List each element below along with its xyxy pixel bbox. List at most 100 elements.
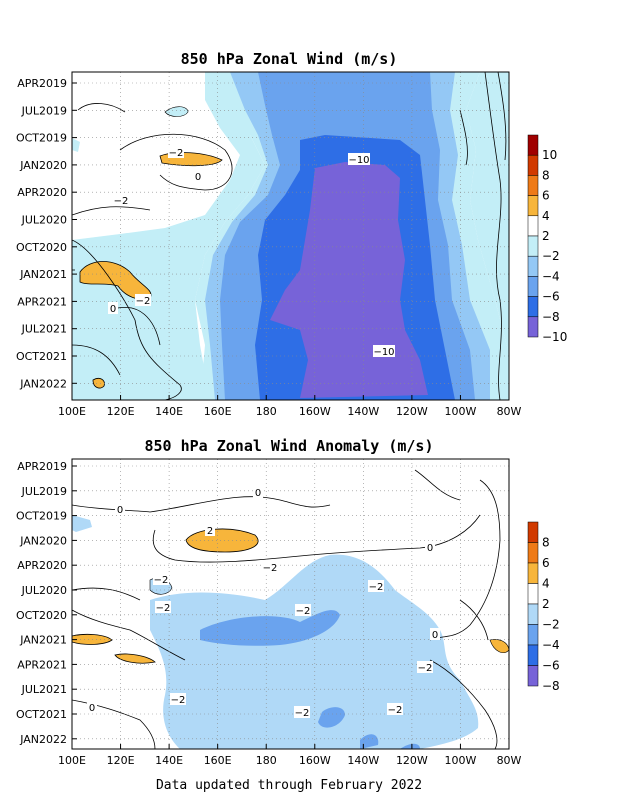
colorbar-swatch: [527, 542, 539, 564]
contour-label: −2: [156, 603, 171, 614]
chart1-band-minus2: [72, 72, 509, 400]
x-tick-label: 140W: [347, 405, 379, 418]
y-tick-label: JUL2021: [21, 323, 67, 336]
x-tick-label: 140E: [155, 754, 183, 767]
colorbar-swatch: [527, 296, 539, 318]
contour-label-bg: [135, 294, 151, 306]
contour-label-bg: [108, 302, 118, 314]
chart1-field: [72, 72, 509, 400]
chart1-band-minus10: [270, 162, 428, 398]
contour-label-bg: [373, 345, 395, 357]
chart1-frame: [71, 71, 510, 401]
contour-label: −2: [114, 196, 129, 207]
colorbar-swatch: [527, 235, 539, 257]
contour-label: 0: [117, 505, 123, 516]
x-tick-label: 120W: [396, 405, 428, 418]
x-tick-label: 180: [256, 754, 277, 767]
colorbar-label: 8: [542, 536, 550, 550]
contour-label: 0: [110, 304, 116, 315]
y-tick-label: JUL2021: [21, 683, 67, 696]
y-tick-label: APR2019: [17, 460, 67, 473]
x-tick-label: 100E: [58, 754, 86, 767]
contour-label: 0: [255, 488, 261, 499]
x-tick-label: 140W: [347, 754, 379, 767]
y-tick-label: APR2021: [17, 295, 67, 308]
chart1-title: 850 hPa Zonal Wind (m/s): [181, 50, 398, 68]
x-tick-label: 160W: [299, 405, 331, 418]
colorbar-swatch: [527, 154, 539, 176]
colorbar-swatch: [527, 255, 539, 277]
contour-label: −2: [296, 606, 311, 617]
contour-label-bg: [113, 194, 129, 206]
contour-label: 0: [89, 703, 95, 714]
y-tick-label: OCT2020: [16, 609, 67, 622]
x-tick-label: 160E: [204, 405, 232, 418]
contour-label-bg: [87, 701, 97, 713]
contour-label: −2: [369, 582, 384, 593]
chart1-grid: [72, 72, 509, 400]
colorbar-label: −2: [542, 618, 560, 632]
colorbar-label: 2: [542, 229, 550, 243]
y-tick-label: APR2020: [17, 559, 67, 572]
colorbar-label: 10: [542, 148, 557, 162]
contour-label-bg: [348, 153, 370, 165]
x-tick-label: 140E: [155, 405, 183, 418]
contour-label: −2: [171, 695, 186, 706]
chart1-pos-patch: [92, 378, 105, 389]
y-tick-label: OCT2021: [16, 708, 67, 721]
colorbar-swatch: [527, 215, 539, 237]
colorbar-label: 8: [542, 168, 550, 182]
y-tick-label: OCT2020: [16, 241, 67, 254]
contour-label-bg: [425, 541, 435, 553]
contour-label-bg: [170, 693, 186, 705]
colorbar-label: −6: [542, 290, 560, 304]
contour-label: −2: [154, 575, 169, 586]
contour-label: 2: [207, 526, 213, 537]
colorbar-label: −8: [542, 679, 560, 693]
chart1-yticks: APR2019 JUL2019 OCT2019 JAN2020 APR2020 JUL20…: [16, 77, 77, 390]
colorbar-label: 4: [542, 209, 550, 223]
colorbar-swatch: [527, 316, 539, 338]
chart1-colorbar: 10 8 6 4 2 −2 −4 −6 −8 −10: [527, 134, 567, 344]
x-tick-label: 100E: [58, 405, 86, 418]
contour-label: −2: [295, 708, 310, 719]
colorbar-swatch: [527, 644, 539, 666]
contour-label: −10: [373, 347, 394, 358]
chart1-contour-labels: −10 −10 −2 −2 −2 0 0: [108, 146, 395, 358]
colorbar-swatch: [527, 195, 539, 217]
colorbar-label: 6: [542, 556, 550, 570]
colorbar-label: 4: [542, 577, 550, 591]
colorbar-swatch: [527, 521, 539, 543]
colorbar-swatch: [527, 665, 539, 687]
colorbar-label: −4: [542, 638, 560, 652]
contour-label: −2: [263, 563, 278, 574]
y-tick-label: JAN2020: [19, 534, 67, 547]
y-tick-label: JUL2020: [21, 584, 67, 597]
contour-label-bg: [253, 486, 263, 498]
contour-label: −2: [136, 296, 151, 307]
x-tick-label: 160W: [299, 754, 331, 767]
contour-label: 0: [427, 543, 433, 554]
contour-label-bg: [155, 601, 171, 613]
x-tick-label: 160E: [204, 754, 232, 767]
colorbar-label: −8: [542, 310, 560, 324]
contour-label-bg: [387, 703, 403, 715]
y-tick-label: JAN2022: [19, 733, 67, 746]
contour-label: 0: [195, 172, 201, 183]
footer-note: Data updated through February 2022: [156, 778, 422, 793]
contour-label-bg: [168, 146, 184, 158]
colorbar-swatch: [527, 562, 539, 584]
x-tick-label: 100W: [445, 405, 477, 418]
chart2-contour-labels: 2 −2 −2 −2 −2 −2 −2 −2 −2 −2 0 0 0 0 0: [87, 486, 440, 719]
chart2-frame: [71, 458, 510, 750]
contour-label: −2: [418, 663, 433, 674]
x-tick-label: 80W: [497, 754, 522, 767]
contour-label-bg: [295, 604, 311, 616]
colorbar-swatch: [527, 583, 539, 605]
chart2-colorbar: 8 6 4 2 −2 −4 −6 −8: [527, 521, 560, 693]
y-tick-label: JUL2019: [21, 104, 67, 117]
chart2-field: [72, 459, 509, 749]
colorbar-label: 2: [542, 597, 550, 611]
contour-label: 0: [432, 630, 438, 641]
colorbar-swatch: [527, 276, 539, 297]
